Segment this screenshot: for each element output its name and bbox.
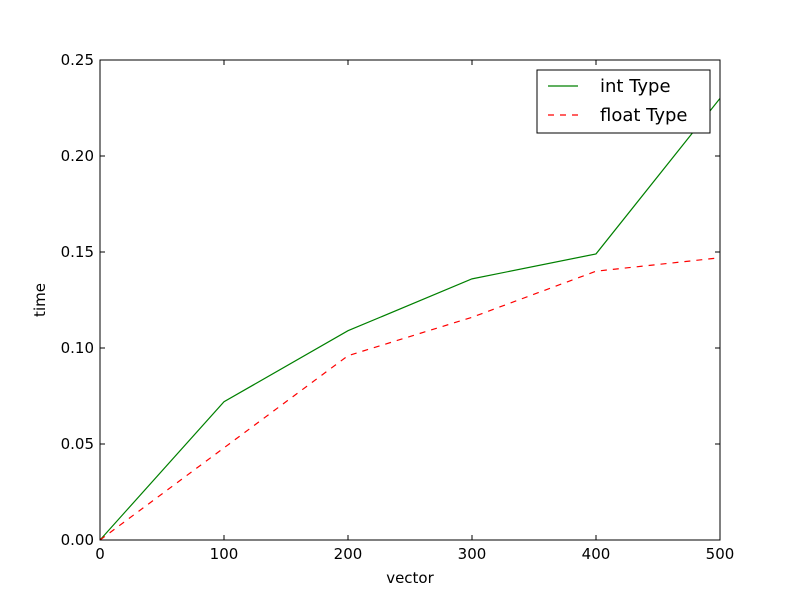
y-tick-label: 0.00 [61,531,94,549]
y-tick-label: 0.20 [61,147,94,165]
x-tick-label: 500 [706,545,735,563]
x-tick-label: 400 [582,545,611,563]
legend-label-float-type: float Type [600,105,688,126]
series-line-int-type [99,98,721,541]
y-tick-label: 0.05 [61,435,94,453]
y-tick-label: 0.15 [61,243,94,261]
plot-background [100,60,720,540]
legend-label-int-type: int Type [600,76,671,97]
x-tick-label: 200 [334,545,363,563]
x-axis-label: vector [386,569,434,587]
y-axis-label: time [31,283,49,317]
x-tick-label: 0 [95,545,105,563]
y-tick-label: 0.10 [61,339,94,357]
legend: int Type float Type [536,69,711,134]
tick-layer: 0 100 200 300 400 500 0.00 0.05 0.10 0.15 0.20 0.25 [61,51,735,563]
y-tick-label: 0.25 [61,51,94,69]
x-tick-label: 100 [210,545,239,563]
x-tick-label: 300 [458,545,487,563]
plot-frame [99,59,721,541]
legend-frame [536,69,711,134]
series-line-float-type [99,257,721,541]
